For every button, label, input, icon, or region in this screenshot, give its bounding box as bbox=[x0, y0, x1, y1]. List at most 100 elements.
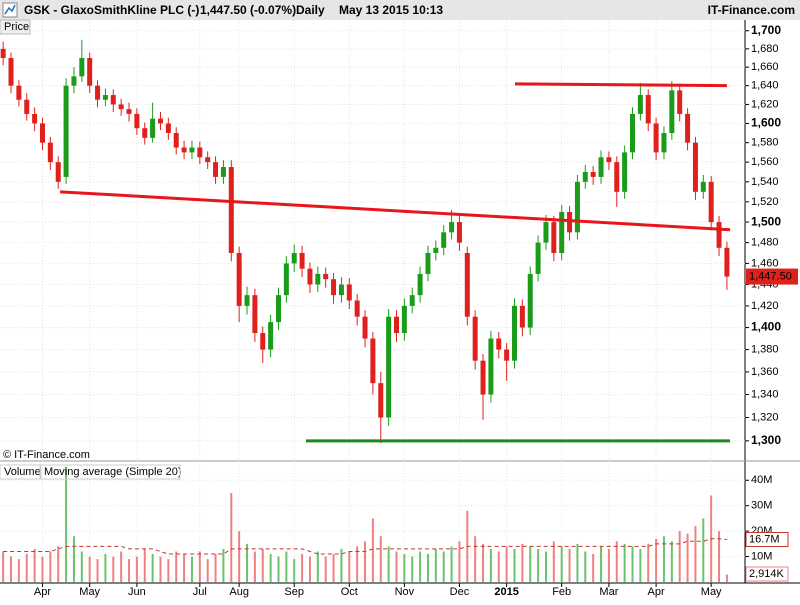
x-tick-label: Oct bbox=[341, 586, 358, 598]
x-tick-label: Apr bbox=[34, 586, 51, 598]
volume-bar bbox=[49, 551, 52, 582]
candle-body bbox=[677, 90, 683, 114]
volume-bar bbox=[65, 467, 68, 582]
candle-body bbox=[165, 123, 171, 134]
volume-bar bbox=[80, 551, 83, 582]
trendline bbox=[514, 82, 727, 88]
candle-body bbox=[622, 152, 628, 192]
volume-bar bbox=[128, 559, 131, 582]
volume-bar bbox=[230, 492, 233, 582]
candle-body bbox=[213, 162, 219, 177]
candle-body bbox=[425, 252, 431, 274]
volume-bar bbox=[560, 546, 563, 582]
y-tick-label: 10M bbox=[751, 550, 772, 562]
y-tick-label: 1,500 bbox=[751, 214, 781, 228]
y-tick-label: 1,420 bbox=[751, 300, 779, 312]
y-tick-label: 1,400 bbox=[751, 320, 781, 334]
candle-body bbox=[645, 95, 651, 124]
volume-bar bbox=[269, 554, 272, 582]
period: Daily bbox=[296, 3, 325, 17]
volume-bar bbox=[474, 536, 477, 582]
header-icon-line bbox=[4, 4, 16, 15]
y-tick-label: 40M bbox=[751, 474, 772, 486]
candle-body bbox=[543, 222, 549, 243]
volume-bar bbox=[521, 543, 524, 582]
candle-body bbox=[157, 118, 163, 124]
volume-bar bbox=[340, 548, 343, 582]
volume-bar bbox=[623, 543, 626, 582]
volume-bar bbox=[718, 531, 721, 582]
volume-bar bbox=[568, 548, 571, 582]
trendline bbox=[60, 190, 731, 232]
candle-body bbox=[268, 322, 274, 350]
volume-bar bbox=[151, 554, 154, 582]
volume-bar bbox=[686, 533, 689, 582]
volume-bar bbox=[332, 554, 335, 582]
volume-bar bbox=[694, 526, 697, 582]
legend-ma: Moving average (Simple 20) bbox=[44, 466, 182, 478]
volume-bar bbox=[442, 551, 445, 582]
candle-body bbox=[708, 181, 714, 223]
last-price-label: 1,447.50 bbox=[749, 270, 792, 282]
candle-body bbox=[456, 222, 462, 243]
candle-body bbox=[362, 316, 368, 339]
candle-body bbox=[630, 113, 636, 153]
candle-body bbox=[338, 284, 344, 296]
x-tick-label: Aug bbox=[229, 586, 249, 598]
candle-body bbox=[323, 273, 329, 280]
x-tick-label: Jun bbox=[128, 586, 146, 598]
volume-bar bbox=[631, 546, 634, 582]
candle-body bbox=[370, 338, 376, 384]
candle-body bbox=[606, 157, 612, 163]
x-tick-label: Nov bbox=[395, 586, 415, 598]
volume-bar bbox=[33, 548, 36, 582]
candle-body bbox=[527, 273, 533, 328]
candle-body bbox=[63, 85, 69, 177]
candle-body bbox=[496, 338, 502, 350]
candle-body bbox=[244, 295, 250, 306]
candle-body bbox=[150, 118, 156, 138]
candle-body bbox=[71, 76, 77, 86]
pane-label: Price bbox=[4, 21, 29, 33]
volume-bar bbox=[96, 559, 99, 582]
y-tick-label: 1,660 bbox=[751, 61, 779, 73]
volume-bar bbox=[426, 554, 429, 582]
y-tick-label: 1,680 bbox=[751, 43, 779, 55]
volume-bar bbox=[670, 541, 673, 582]
volume-bar bbox=[293, 559, 296, 582]
candle-body bbox=[47, 142, 53, 163]
candle-body bbox=[472, 316, 478, 361]
brand: IT-Finance.com bbox=[708, 3, 795, 17]
volume-bar bbox=[607, 548, 610, 582]
candle-body bbox=[700, 181, 706, 192]
candle-body bbox=[417, 273, 423, 296]
candle-body bbox=[598, 157, 604, 177]
x-tick-label: Mar bbox=[599, 586, 618, 598]
candle-body bbox=[535, 242, 541, 274]
candle-body bbox=[283, 263, 289, 296]
volume-bar bbox=[72, 536, 75, 582]
copyright: © IT-Finance.com bbox=[3, 449, 90, 461]
candle-body bbox=[614, 162, 620, 192]
candle-body bbox=[685, 113, 691, 143]
y-tick-label: 1,700 bbox=[751, 23, 781, 37]
volume-bar bbox=[246, 543, 249, 582]
volume-bar bbox=[135, 556, 138, 582]
volume-bar bbox=[285, 551, 288, 582]
candle-body bbox=[228, 167, 234, 253]
volume-bar bbox=[277, 556, 280, 582]
volume-bar bbox=[301, 554, 304, 582]
volume-bar bbox=[395, 551, 398, 582]
candle-body bbox=[716, 222, 722, 248]
y-tick-label: 1,300 bbox=[751, 433, 781, 447]
volume-bar bbox=[17, 559, 20, 582]
volume-bar bbox=[143, 548, 146, 582]
candle-body bbox=[299, 252, 305, 269]
candle-body bbox=[260, 333, 266, 350]
candle-body bbox=[393, 316, 399, 334]
candle-body bbox=[134, 113, 140, 129]
volume-bar bbox=[214, 554, 217, 582]
volume-bar bbox=[615, 541, 618, 582]
volume-bar bbox=[576, 543, 579, 582]
